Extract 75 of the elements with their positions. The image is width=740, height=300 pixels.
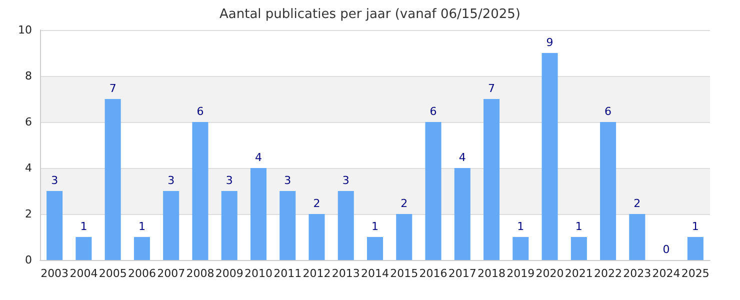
- x-tick-label: 2013: [332, 267, 360, 280]
- data-label: 7: [488, 82, 496, 95]
- bar: [280, 191, 296, 260]
- bar: [134, 237, 150, 260]
- chart-title: Aantal publicaties per jaar (vanaf 06/15/2025): [220, 7, 520, 22]
- bar: [454, 168, 470, 260]
- y-tick-label: 0: [25, 254, 32, 266]
- bar: [484, 99, 500, 260]
- x-tick-label: 2024: [652, 267, 680, 280]
- y-tick-label: 2: [25, 208, 32, 220]
- bar: [338, 191, 354, 260]
- data-label: 1: [575, 220, 582, 233]
- bar: [76, 237, 92, 260]
- x-tick-label: 2011: [274, 267, 302, 280]
- x-tick-label: 2004: [70, 267, 98, 280]
- bar: [308, 214, 325, 260]
- data-label: 3: [226, 174, 233, 187]
- data-label: 1: [517, 220, 524, 233]
- x-tick-label: 2009: [215, 267, 244, 280]
- data-label: 3: [168, 174, 175, 187]
- x-tick-label: 2014: [361, 267, 389, 280]
- y-tick-label: 4: [25, 162, 32, 174]
- bar: [366, 237, 384, 260]
- data-label: 3: [51, 174, 58, 187]
- data-label: 2: [400, 197, 408, 210]
- x-tick-label: 2018: [478, 267, 506, 280]
- data-label: 4: [254, 151, 262, 164]
- data-label: 9: [546, 36, 554, 49]
- bar: [600, 122, 616, 260]
- x-tick-label: 2025: [681, 267, 710, 280]
- data-label: 1: [692, 220, 699, 233]
- data-label: 7: [109, 82, 116, 95]
- x-tick-label: 2017: [448, 267, 476, 280]
- bar: [425, 122, 442, 260]
- x-tick-label: 2012: [302, 267, 331, 280]
- data-label: 1: [138, 220, 146, 233]
- x-tick-label: 2023: [623, 267, 652, 280]
- x-tick-label: 2022: [594, 267, 622, 280]
- x-tick-label: 2010: [244, 267, 272, 280]
- x-tick-label: 2008: [186, 267, 214, 280]
- bar: [687, 237, 704, 260]
- data-label: 1: [80, 220, 88, 233]
- y-tick-label: 8: [25, 70, 32, 82]
- x-tick-label: 2016: [419, 267, 448, 280]
- y-tick-label: 6: [25, 116, 32, 128]
- data-label: 2: [313, 197, 320, 210]
- data-label: 3: [342, 174, 350, 187]
- y-tick-label: 10: [18, 24, 32, 36]
- x-tick-label: 2007: [157, 267, 186, 280]
- bar: [629, 214, 646, 260]
- x-tick-label: 2015: [390, 267, 418, 280]
- x-tick-label: 2003: [40, 267, 69, 280]
- x-tick-label: 2005: [98, 267, 127, 280]
- data-label: 6: [430, 105, 437, 118]
- data-label: 1: [372, 220, 378, 233]
- data-label: 4: [458, 151, 466, 164]
- data-label: 6: [604, 105, 612, 118]
- x-tick-label: 2019: [506, 267, 535, 280]
- x-tick-label: 2006: [128, 267, 156, 280]
- bar: [192, 122, 208, 260]
- data-label: 6: [196, 105, 204, 118]
- data-label: 0: [662, 243, 670, 256]
- bar: [46, 191, 63, 260]
- x-tick-label: 2021: [564, 267, 593, 280]
- data-label: 3: [284, 174, 292, 187]
- bar: [570, 237, 587, 260]
- x-tick-label: 2020: [536, 267, 564, 280]
- bar: [104, 99, 121, 260]
- bar: [542, 53, 558, 260]
- data-label: 2: [634, 197, 641, 210]
- bar: [163, 191, 180, 260]
- bar: [221, 191, 238, 260]
- bar: [396, 214, 412, 260]
- bar: [512, 237, 529, 260]
- bar: [250, 168, 266, 260]
